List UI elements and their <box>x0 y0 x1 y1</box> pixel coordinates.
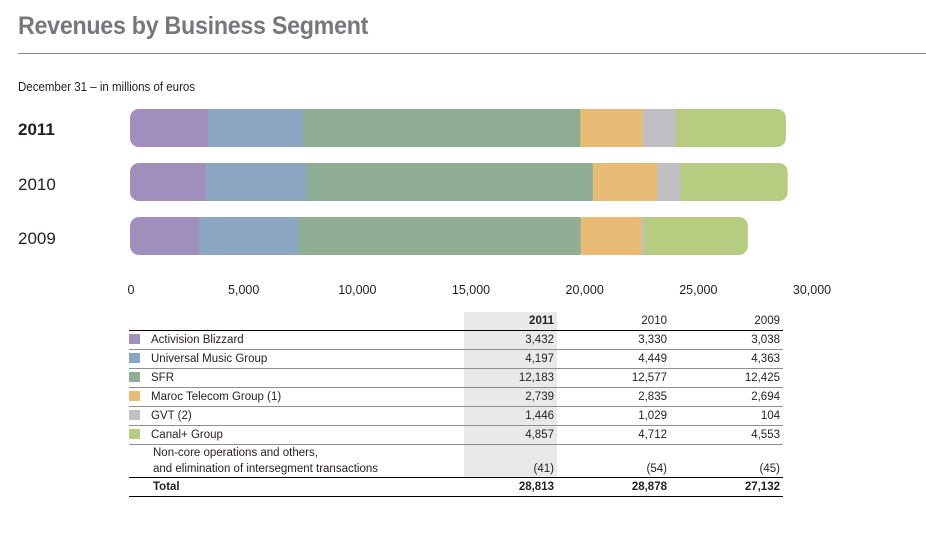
row-label-text: GVT (2) <box>151 410 192 422</box>
bar-segment-gvt-2-2011 <box>642 109 676 147</box>
cell-2011: 12,183 <box>464 368 557 388</box>
cell-2010: 2,835 <box>557 387 670 407</box>
table-row: Maroc Telecom Group (1) 2,739 2,835 2,694 <box>129 387 783 407</box>
row-label-total: Total <box>129 477 464 497</box>
row-label-text: Maroc Telecom Group (1) <box>151 391 282 403</box>
legend-swatch <box>129 334 140 344</box>
table-header-2010: 2010 <box>557 312 670 331</box>
row-label-non-core: Non-core operations and others, and elim… <box>129 444 464 478</box>
x-tick-label: 30,000 <box>793 283 831 297</box>
x-tick-label: 25,000 <box>679 283 717 297</box>
legend-swatch <box>129 372 140 382</box>
bar-segment-universal-music-group-2009 <box>199 217 299 255</box>
table-header-2011: 2011 <box>464 312 557 331</box>
cell-2011: 1,446 <box>464 406 557 426</box>
bar-2009 <box>130 217 748 255</box>
bar-segment-maroc-telecom-group-1-2009 <box>580 217 643 255</box>
bar-2011 <box>130 109 786 147</box>
row-label: Maroc Telecom Group (1) <box>129 387 464 407</box>
row-label: SFR <box>129 368 464 388</box>
bar-segment-canal-group-2011 <box>675 109 786 147</box>
row-label: Activision Blizzard <box>129 330 464 350</box>
cell-2010: 4,712 <box>557 425 670 445</box>
bar-segment-gvt-2-2009 <box>641 217 645 255</box>
total-2010: 28,878 <box>557 477 670 497</box>
cell-2009: 4,553 <box>670 425 783 445</box>
row-label: Universal Music Group <box>129 349 464 369</box>
total-2009: 27,132 <box>670 477 783 497</box>
bar-segment-activision-blizzard-2010 <box>130 163 207 201</box>
legend-swatch <box>129 429 140 439</box>
x-tick-label: 0 <box>128 283 135 297</box>
row-label-text: Activision Blizzard <box>151 334 244 346</box>
legend-swatch <box>129 391 140 401</box>
cell-2010: (54) <box>557 444 670 478</box>
table-row: Activision Blizzard 3,432 3,330 3,038 <box>129 330 783 350</box>
stacked-bar-chart: 2011 2010 2009 0 5,000 10,000 15,000 20,000 25,0… <box>18 109 831 297</box>
year-label-2011: 2011 <box>18 120 55 139</box>
legend-swatch <box>129 353 140 363</box>
row-label-text: Canal+ Group <box>151 429 223 441</box>
cell-2011: 2,739 <box>464 387 557 407</box>
cell-2009: (45) <box>670 444 783 478</box>
x-tick-label: 20,000 <box>566 283 604 297</box>
bar-segment-sfr-2009 <box>298 217 582 255</box>
table-header-blank <box>129 312 464 331</box>
table-header-row: 2011 2010 2009 <box>129 312 783 331</box>
cell-2009: 104 <box>670 406 783 426</box>
legend-swatch <box>129 410 140 420</box>
row-label: GVT (2) <box>129 406 464 426</box>
bar-segment-maroc-telecom-group-1-2010 <box>592 163 658 201</box>
bar-segment-universal-music-group-2011 <box>208 109 304 147</box>
bar-segment-sfr-2011 <box>303 109 581 147</box>
cell-2010: 3,330 <box>557 330 670 350</box>
cell-2009: 4,363 <box>670 349 783 369</box>
table-row-total: Total 28,813 28,878 27,132 <box>129 477 783 497</box>
bar-segment-canal-group-2009 <box>644 217 748 255</box>
cell-2011: 4,197 <box>464 349 557 369</box>
bar-2010 <box>130 163 788 201</box>
x-tick-label: 10,000 <box>338 283 376 297</box>
cell-2010: 12,577 <box>557 368 670 388</box>
row-label-line1: Non-core operations and others, <box>153 447 318 459</box>
x-tick-label: 5,000 <box>228 283 259 297</box>
bar-segment-activision-blizzard-2011 <box>130 109 209 147</box>
row-label-text: Universal Music Group <box>151 353 268 365</box>
table-row: GVT (2) 1,446 1,029 104 <box>129 406 783 426</box>
cell-2009: 12,425 <box>670 368 783 388</box>
table-row-non-core: Non-core operations and others, and elim… <box>129 444 783 478</box>
row-label: Canal+ Group <box>129 425 464 445</box>
bar-segment-gvt-2-2010 <box>657 163 682 201</box>
year-label-2010: 2010 <box>18 175 56 194</box>
table-row: Universal Music Group 4,197 4,449 4,363 <box>129 349 783 369</box>
bar-segment-maroc-telecom-group-1-2011 <box>580 109 644 147</box>
cell-2011: 3,432 <box>464 330 557 350</box>
bar-segment-canal-group-2010 <box>680 163 788 201</box>
table-row: Canal+ Group 4,857 4,712 4,553 <box>129 425 783 445</box>
total-2011: 28,813 <box>464 477 557 497</box>
cell-2010: 1,029 <box>557 406 670 426</box>
row-label-text: SFR <box>151 372 174 384</box>
x-tick-label: 15,000 <box>452 283 490 297</box>
row-label-line2: and elimination of intersegment transact… <box>153 463 379 475</box>
revenue-table: 2011 2010 2009 Activision Blizzard 3,432 3… <box>129 312 783 497</box>
bar-segment-activision-blizzard-2009 <box>130 217 200 255</box>
cell-2011: (41) <box>464 444 557 478</box>
cell-2009: 2,694 <box>670 387 783 407</box>
year-label-2009: 2009 <box>18 229 56 248</box>
title-divider <box>18 53 926 54</box>
bar-segment-sfr-2010 <box>306 163 594 201</box>
table-header-2009: 2009 <box>670 312 783 331</box>
cell-2011: 4,857 <box>464 425 557 445</box>
page-title: Revenues by Business Segment <box>18 12 369 40</box>
cell-2009: 3,038 <box>670 330 783 350</box>
cell-2010: 4,449 <box>557 349 670 369</box>
bar-segment-universal-music-group-2010 <box>205 163 308 201</box>
chart-subtitle: December 31 – in millions of euros <box>18 80 196 94</box>
table-row: SFR 12,183 12,577 12,425 <box>129 368 783 388</box>
